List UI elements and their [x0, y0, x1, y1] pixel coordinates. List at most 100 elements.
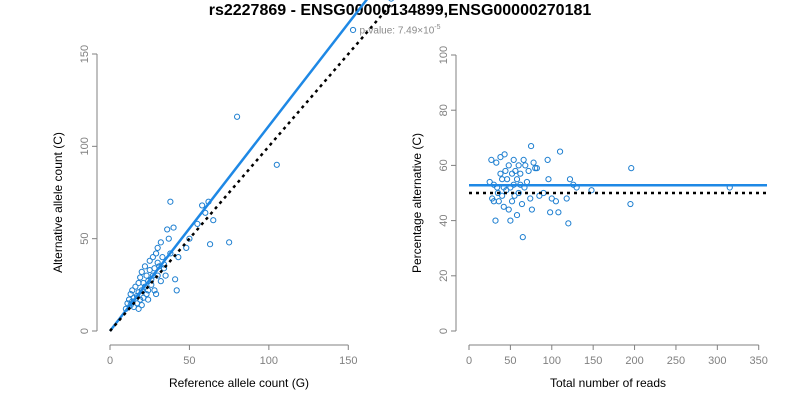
data-point	[555, 209, 562, 216]
y-tick-label: 60	[438, 159, 450, 171]
data-point	[503, 176, 511, 183]
x-tick-label: 250	[667, 355, 685, 367]
data-point	[505, 206, 512, 213]
data-point	[495, 198, 502, 205]
data-point	[556, 148, 564, 155]
data-point	[545, 176, 552, 183]
x-tick-label: 50	[183, 355, 195, 367]
data-point	[146, 257, 153, 264]
data-point	[515, 162, 522, 169]
data-point	[141, 263, 149, 270]
data-point	[512, 167, 519, 175]
data-point	[165, 235, 172, 242]
y-tick-label: 0	[438, 328, 450, 334]
data-point	[565, 220, 572, 227]
data-point	[588, 187, 595, 194]
data-point	[513, 176, 521, 183]
y-tick-label: 100	[438, 46, 450, 64]
data-point	[151, 287, 158, 294]
data-point	[548, 195, 555, 202]
data-point	[519, 234, 526, 241]
data-point	[167, 198, 174, 205]
y-tick-label: 50	[79, 233, 91, 245]
data-point	[162, 272, 169, 279]
data-point	[173, 287, 180, 294]
data-point	[210, 217, 217, 224]
data-point	[206, 241, 214, 248]
data-point	[183, 244, 190, 251]
data-point	[186, 235, 193, 242]
data-point	[164, 226, 171, 233]
data-point	[544, 156, 551, 163]
data-point	[137, 274, 144, 281]
fit-line	[109, 0, 369, 332]
data-point	[511, 192, 518, 199]
data-point	[527, 142, 535, 150]
data-point	[135, 305, 142, 312]
data-point	[388, 0, 394, 2]
data-point	[508, 198, 516, 205]
x-axis-label: Reference allele count (G)	[169, 376, 309, 390]
data-point	[233, 113, 241, 120]
data-point	[628, 165, 635, 172]
reference-line	[109, 1, 394, 332]
data-point	[497, 154, 504, 161]
data-point	[152, 250, 160, 257]
x-tick-label: 0	[107, 355, 113, 367]
data-point	[127, 290, 134, 298]
data-point	[138, 302, 145, 309]
data-point	[500, 203, 507, 210]
y-axis-label: Percentage alternative (C)	[410, 133, 424, 273]
data-point	[563, 195, 570, 202]
data-point	[552, 198, 560, 205]
data-point	[154, 272, 161, 279]
data-point	[527, 195, 534, 202]
data-point	[175, 254, 182, 261]
x-tick-label: 100	[260, 355, 278, 367]
data-point	[199, 202, 206, 209]
data-point	[160, 265, 168, 272]
data-point	[523, 178, 531, 186]
left-scatter-plot: 0 50 100 150 0 50 100 150 Reference allele count…	[51, 0, 394, 390]
y-tick-label: 0	[79, 328, 91, 334]
data-point	[518, 200, 526, 208]
data-point	[137, 296, 144, 303]
y-tick-label: 20	[438, 270, 450, 282]
data-point	[502, 167, 509, 175]
data-point	[154, 259, 161, 266]
data-point	[226, 239, 233, 246]
y-tick-label: 40	[438, 214, 450, 226]
data-point	[515, 189, 522, 197]
x-tick-label: 0	[466, 355, 472, 367]
data-point	[138, 268, 145, 276]
data-point	[510, 156, 517, 163]
data-point	[194, 220, 201, 227]
data-point	[627, 200, 634, 208]
x-tick-label: 150	[339, 355, 357, 367]
right-scatter-plot: 0 50 100 150 200 250 300 350 0 20 40 60 80 100 Total n…	[410, 46, 768, 390]
data-point	[522, 162, 529, 169]
data-point	[145, 296, 152, 303]
data-point	[494, 189, 502, 197]
data-point	[507, 217, 514, 224]
data-point	[273, 161, 280, 168]
data-point	[533, 165, 540, 172]
y-tick-label: 150	[79, 45, 91, 63]
data-point	[129, 287, 136, 294]
y-tick-label: 80	[438, 104, 450, 116]
data-point	[513, 211, 521, 219]
data-point	[488, 156, 495, 163]
data-point	[492, 217, 499, 224]
data-point	[566, 176, 574, 183]
data-point	[547, 209, 554, 216]
data-point	[157, 278, 164, 285]
chart-title: rs2227869 - ENSG00000134899,ENSG00000270…	[208, 2, 592, 19]
x-tick-label: 200	[625, 355, 643, 367]
data-point	[501, 151, 508, 158]
x-tick-label: 50	[504, 355, 516, 367]
x-tick-label: 150	[584, 355, 602, 367]
data-point	[132, 283, 139, 290]
x-tick-label: 350	[750, 355, 768, 367]
